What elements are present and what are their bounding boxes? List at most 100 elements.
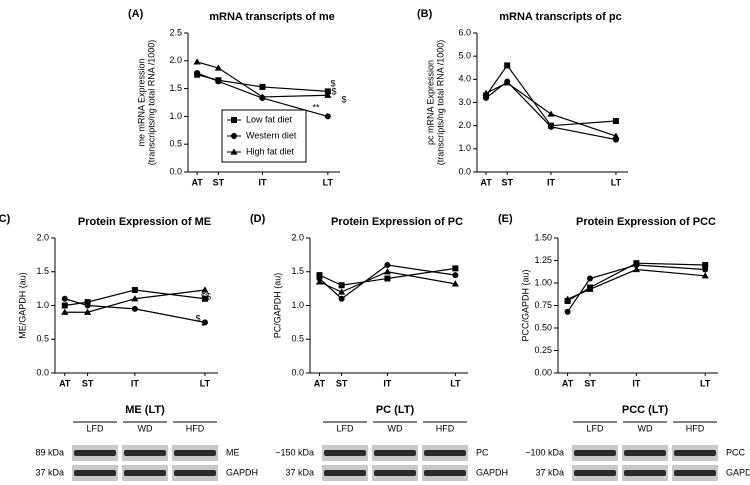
size-label: 37 kDa — [535, 467, 564, 477]
blot-band — [624, 450, 666, 456]
group-label: WD — [388, 423, 403, 433]
size-label: ~100 kDa — [525, 447, 564, 457]
blot-band — [324, 450, 366, 456]
blot-band — [74, 450, 116, 456]
blot-band — [624, 470, 666, 476]
series-line — [485, 80, 617, 141]
data-point — [503, 79, 511, 86]
annotation: * — [201, 321, 205, 331]
data-point — [338, 295, 345, 302]
y-axis-label: PC/GAPDH (au) — [272, 273, 282, 339]
annotation: $$ — [201, 291, 211, 301]
data-point — [338, 282, 345, 289]
data-point — [324, 91, 332, 98]
blot-band — [674, 450, 716, 456]
data-point — [451, 280, 459, 287]
group-label: HFD — [686, 423, 705, 433]
y-tick-label: 1.5 — [169, 83, 182, 93]
series-line — [567, 264, 706, 313]
data-point — [131, 286, 138, 293]
panel-label: (A) — [128, 8, 144, 20]
data-point — [338, 288, 346, 295]
series-line — [319, 271, 456, 293]
data-point — [316, 272, 323, 279]
group-label: WD — [638, 423, 653, 433]
y-tick-label: 0.75 — [534, 300, 552, 310]
panel-label: (B) — [417, 8, 433, 20]
blot-band — [674, 470, 716, 476]
y-tick-label: 0.0 — [36, 367, 49, 377]
data-point — [84, 308, 92, 315]
chart-title: Protein Expression of ME — [78, 216, 211, 228]
protein-label: GAPDH — [726, 467, 750, 477]
data-point — [259, 83, 266, 90]
data-point — [547, 123, 554, 130]
y-axis-label: pc mRNA Expression — [425, 60, 435, 145]
legend-marker — [231, 133, 237, 139]
data-point — [587, 275, 593, 282]
size-label: ~150 kDa — [275, 447, 314, 457]
y-tick-label: 0.50 — [534, 322, 552, 332]
data-point — [324, 88, 331, 95]
group-label: HFD — [436, 423, 455, 433]
series-line — [485, 64, 616, 127]
series-line — [196, 72, 329, 117]
chart-title: mRNA transcripts of pc — [499, 11, 621, 23]
data-point — [452, 272, 459, 279]
data-point — [482, 89, 490, 96]
y-tick-label: 2.5 — [169, 27, 182, 37]
data-point — [612, 132, 620, 139]
panel-label: (E) — [498, 213, 513, 225]
group-label: LFD — [86, 423, 104, 433]
x-tick-label: ST — [82, 378, 94, 388]
x-tick-label: AT — [480, 177, 492, 187]
y-tick-label: 1.0 — [169, 111, 182, 121]
blot-band — [424, 470, 466, 476]
y-tick-label: 0.25 — [534, 345, 552, 355]
x-tick-label: ST — [501, 177, 513, 187]
data-point — [586, 285, 594, 292]
blot-band — [74, 470, 116, 476]
legend-marker — [230, 148, 238, 155]
data-point — [701, 272, 709, 279]
blot-band — [374, 470, 416, 476]
data-point — [201, 286, 209, 293]
data-point — [194, 70, 201, 77]
x-tick-label: IT — [131, 378, 140, 388]
x-tick-label: ST — [336, 378, 348, 388]
data-point — [612, 118, 619, 125]
annotation: ** — [312, 102, 320, 112]
data-point — [201, 319, 208, 326]
y-tick-label: 1.0 — [36, 300, 49, 310]
series-line — [485, 82, 617, 137]
legend-label: Low fat diet — [246, 114, 293, 124]
data-point — [483, 94, 490, 101]
y-tick-label: 0.5 — [169, 139, 182, 149]
data-point — [61, 295, 68, 302]
size-label: 37 kDa — [285, 467, 314, 477]
data-point — [384, 275, 391, 282]
data-point — [384, 262, 391, 268]
x-tick-label: AT — [562, 378, 574, 388]
y-tick-label: 1.0 — [291, 300, 304, 310]
x-tick-label: IT — [258, 177, 267, 187]
blot-band — [574, 450, 616, 456]
data-point — [61, 308, 69, 315]
blot-band — [124, 450, 166, 456]
data-point — [315, 278, 324, 285]
y-tick-label: 1.50 — [534, 232, 552, 242]
y-tick-label: 2.0 — [169, 55, 182, 65]
group-label: HFD — [186, 423, 205, 433]
protein-label: PCC — [726, 447, 746, 457]
y-tick-label: 1.5 — [291, 266, 304, 276]
y-tick-label: 0.0 — [291, 367, 304, 377]
blot-band — [174, 450, 216, 456]
data-point — [564, 308, 571, 315]
y-axis-label: (transcripts/ng total RNA /1000) — [146, 40, 156, 166]
size-label: 37 kDa — [35, 467, 64, 477]
data-point — [702, 266, 709, 273]
chart-title: Protein Expression of PCC — [576, 216, 716, 228]
data-point — [702, 262, 709, 268]
protein-label: GAPDH — [226, 467, 258, 477]
